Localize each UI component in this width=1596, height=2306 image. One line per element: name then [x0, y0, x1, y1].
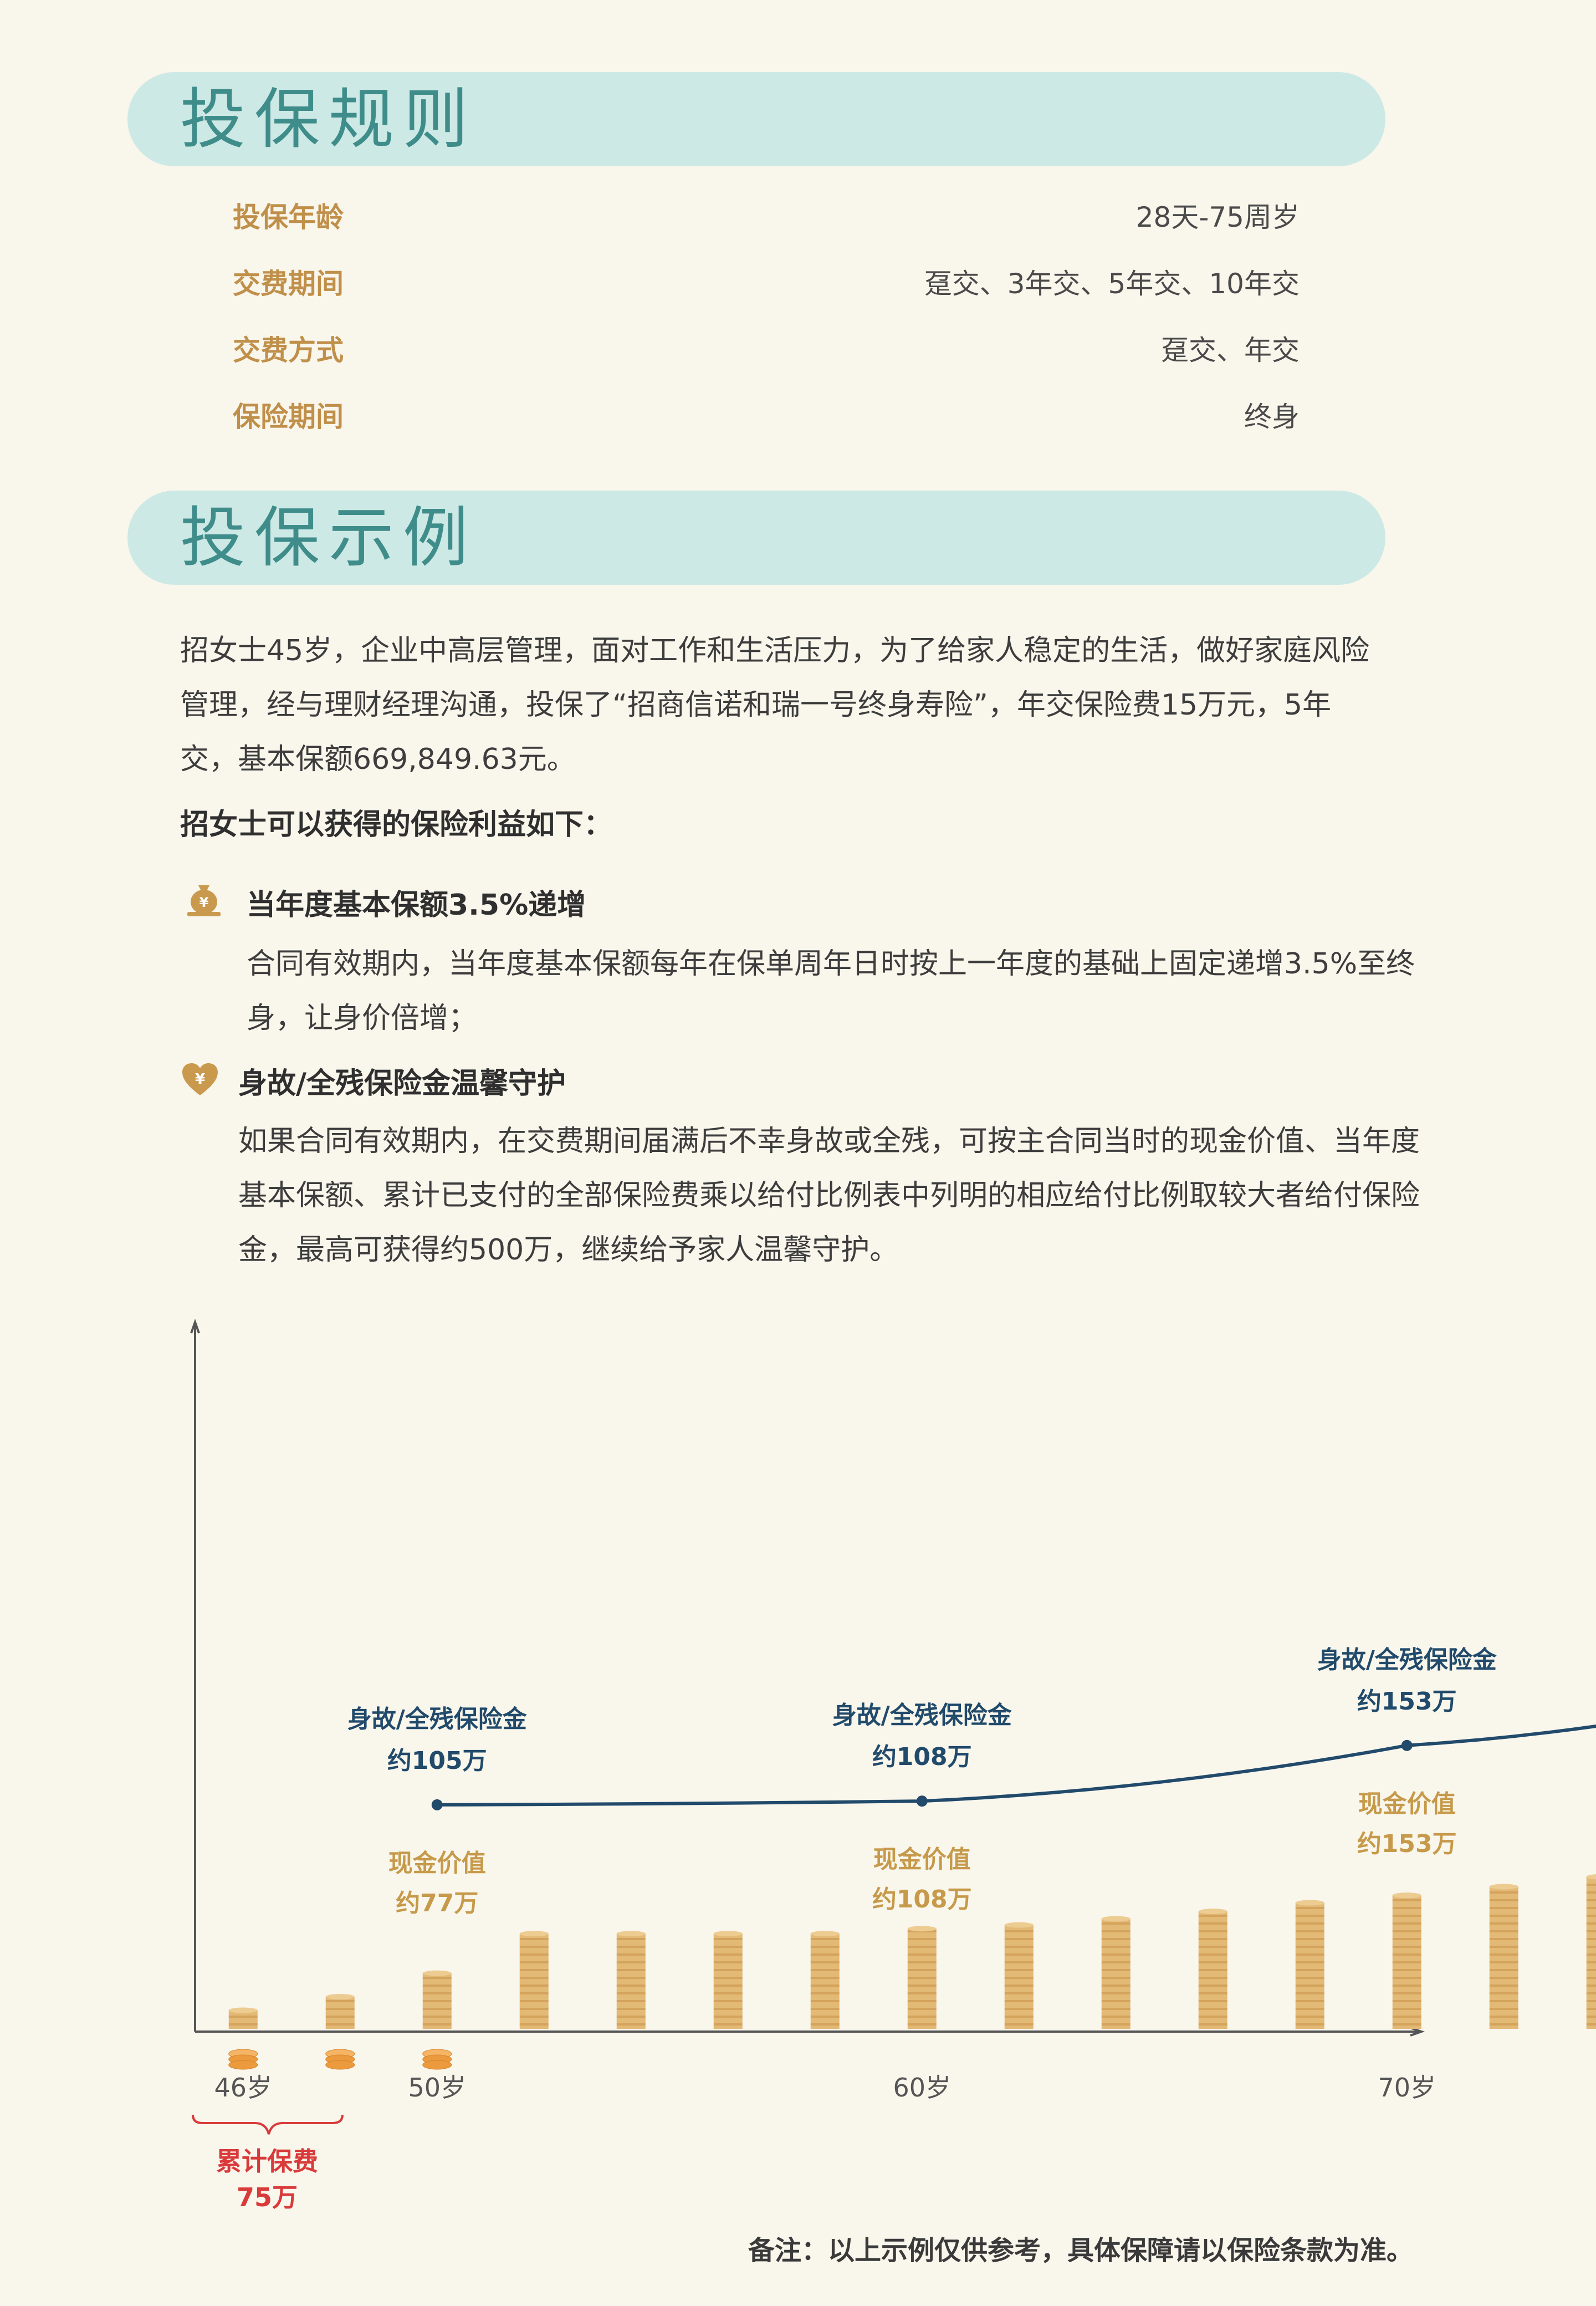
premium-coin [228, 2060, 258, 2070]
benefit-point [916, 1795, 928, 1807]
intro-paragraph: 招女士45岁，企业中高层管理，面对工作和生活压力，为了给家人稳定的生活，做好家庭… [180, 624, 1369, 787]
cash-value-bar-cap [1392, 1892, 1421, 1899]
feature-line: 基本保额、累计已支付的全部保险费乘以给付比例表中列明的相应给付比例取较大者给付保… [238, 1179, 1420, 1212]
benefit-annotation-label: 身故/全残保险金 [1317, 1646, 1497, 1674]
cash-annotation-value: 约108万 [872, 1885, 972, 1914]
feature-desc-increase: 合同有效期内，当年度基本保额每年在保单周年日时按上一年度的基础上固定递增3.5%… [247, 937, 1415, 1045]
rule-value-coverage-period: 终身 [1244, 401, 1300, 433]
cash-value-bar [1101, 1919, 1130, 2029]
feature-desc-death-benefit: 如果合同有效期内，在交费期间届满后不幸身故或全残，可按主合同当时的现金价值、当年… [238, 1114, 1420, 1277]
rules-section-title: 投保规则 [180, 81, 478, 157]
premium-coin [422, 2060, 452, 2070]
cash-value-bar [325, 1997, 355, 2029]
benefit-annotation-value: 约108万 [872, 1743, 972, 1771]
benefit-point [1401, 1739, 1413, 1751]
cash-value-bar-cap [1198, 1909, 1227, 1915]
cash-value-bar-cap [810, 1931, 840, 1937]
benefit-point [431, 1799, 443, 1810]
x-tick-label: 70岁 [1378, 2073, 1436, 2103]
rule-value-age: 28天-75周岁 [1135, 201, 1300, 233]
heart-yuan-icon: ¥ [182, 1063, 218, 1095]
cash-annotation-value: 约153万 [1357, 1830, 1457, 1858]
intro-line: 招女士45岁，企业中高层管理，面对工作和生活压力，为了给家人稳定的生活，做好家庭… [180, 634, 1370, 667]
svg-text:¥: ¥ [200, 895, 209, 910]
y-axis-arrow [190, 1318, 200, 1334]
feature-line: 合同有效期内，当年度基本保额每年在保单周年日时按上一年度的基础上固定递增3.5%… [247, 947, 1415, 981]
cash-value-bar-cap [519, 1931, 549, 1937]
cash-value-bar [1489, 1886, 1518, 2029]
intro-line: 交，基本保额669,849.63元。 [180, 743, 576, 776]
cash-value-bar-cap [228, 2007, 258, 2013]
rules-section-band [127, 72, 1385, 166]
cash-value-bar [1295, 1902, 1324, 2029]
benefit-annotation-value: 约153万 [1357, 1687, 1457, 1716]
cash-value-bar [616, 1933, 646, 2029]
cash-annotation-label: 现金价值 [873, 1845, 971, 1874]
feature-line: 身，让身价倍增； [247, 1002, 478, 1035]
benefit-annotation-value: 约105万 [387, 1747, 487, 1775]
feature-line: 金，最高可获得约500万，继续给予家人温馨守护。 [238, 1233, 899, 1267]
cash-value-bar-cap [422, 1970, 452, 1976]
money-bag-icon: ¥ [187, 885, 221, 916]
cash-value-bar [713, 1933, 743, 2029]
benefit-annotation-label: 身故/全残保险金 [832, 1701, 1012, 1730]
feature-line: 如果合同有效期内，在交费期间届满后不幸身故或全残，可按主合同当时的现金价值、当年… [238, 1125, 1420, 1158]
cash-value-bar-cap [713, 1931, 743, 1937]
cash-value-bar [228, 2010, 258, 2029]
x-tick-label: 60岁 [893, 2073, 951, 2103]
rule-value-pay-period: 趸交、3年交、5年交、10年交 [924, 268, 1300, 300]
example-section-band [127, 491, 1385, 585]
svg-text:¥: ¥ [195, 1071, 205, 1088]
cash-value-bar [1004, 1925, 1034, 2029]
feature-title-increase: 当年度基本保额3.5%递增 [247, 889, 586, 922]
cash-value-bar [1586, 1876, 1596, 2029]
rule-label-age: 投保年龄 [233, 201, 344, 233]
cash-value-bar-cap [907, 1926, 937, 1932]
cash-annotation-value: 约77万 [396, 1889, 478, 1917]
cash-value-bar-cap [1004, 1922, 1034, 1928]
cash-annotation-label: 现金价值 [388, 1849, 486, 1878]
cash-value-bar [422, 1973, 452, 2029]
rule-value-pay-method: 趸交、年交 [1161, 334, 1300, 366]
rule-label-coverage-period: 保险期间 [233, 401, 344, 433]
cash-value-bar-cap [325, 1994, 355, 2000]
cash-value-bar [1392, 1895, 1421, 2029]
benefit-line [437, 1725, 1596, 1807]
footnote: 备注：以上示例仅供参考，具体保障请以保险条款为准。 [748, 2235, 1413, 2266]
cash-value-bar-cap [1295, 1900, 1324, 1906]
rule-label-pay-method: 交费方式 [233, 334, 344, 366]
cash-value-bar [1198, 1911, 1227, 2029]
premium-label: 累计保费 [216, 2146, 318, 2176]
cash-value-bar-cap [1489, 1884, 1518, 1890]
premium-brace [192, 2114, 344, 2135]
cash-value-bar [907, 1929, 937, 2029]
x-axis-arrow [1410, 2027, 1425, 2037]
premium-coin [325, 2060, 355, 2070]
cash-value-bar-cap [616, 1931, 646, 1937]
cash-annotation-label: 现金价值 [1358, 1790, 1456, 1818]
cash-value-bar [810, 1933, 840, 2029]
benefits-heading: 招女士可以获得的保险利益如下： [180, 808, 613, 841]
x-tick-label: 50岁 [408, 2073, 466, 2103]
benefit-annotation-label: 身故/全残保险金 [347, 1705, 528, 1733]
cash-value-bar [519, 1933, 549, 2029]
feature-title-death-benefit: 身故/全残保险金温馨守护 [238, 1067, 566, 1100]
x-tick-label: 46岁 [214, 2073, 272, 2103]
premium-value: 75万 [237, 2182, 298, 2212]
rule-label-pay-period: 交费期间 [233, 268, 344, 300]
cash-value-bar-cap [1101, 1916, 1130, 1922]
example-section-title: 投保示例 [180, 499, 478, 576]
cash-value-bar-cap [1586, 1874, 1596, 1880]
intro-line: 管理，经与理财经理沟通，投保了“招商信诺和瑞一号终身寿险”，年交保险费15万元，… [180, 688, 1332, 722]
